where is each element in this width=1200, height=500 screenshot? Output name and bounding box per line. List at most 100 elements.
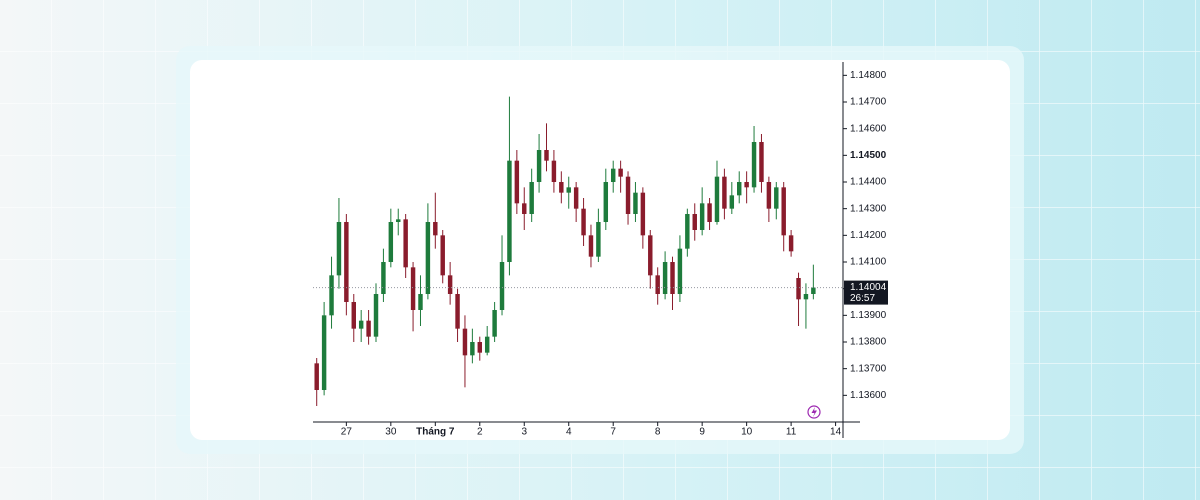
candle [403,214,408,278]
candle [573,182,579,222]
candle-body [796,278,801,300]
candle [433,192,438,249]
candle [677,235,683,302]
candle [522,187,527,230]
candle [588,224,594,268]
candle [351,294,356,342]
x-tick-label: 4 [566,427,572,438]
candle-body [714,176,720,222]
indicator-icon [807,405,821,419]
candle-body [396,219,401,222]
candle [529,168,534,222]
candle [536,134,542,193]
candle [596,208,601,262]
x-tick-label: 2 [477,427,483,438]
candle [796,272,801,326]
candle-body [410,267,416,310]
candle-body [707,203,712,222]
candle [329,256,334,329]
candle [455,288,460,342]
y-tick-label: 1.14300 [850,203,887,214]
candle-body [499,262,505,310]
candle-body [699,203,705,230]
candle-body [596,222,601,257]
candle [803,283,809,329]
candle-body [366,320,371,337]
candle-body [781,187,786,236]
candle-body [447,275,453,294]
candle [321,302,327,396]
y-tick-label: 1.14700 [850,97,887,108]
y-tick-label: 1.14200 [850,230,887,241]
candle-body [470,342,475,356]
candle-body [336,222,342,276]
candle [774,182,779,220]
candle [722,168,727,220]
candle [670,256,675,310]
candle [766,176,772,222]
candle [514,150,520,214]
x-tick-label: 9 [699,427,705,438]
x-tick-label: 8 [655,427,661,438]
candle [425,203,431,300]
candle [410,262,416,332]
candle-body [803,294,809,300]
candle [559,171,564,204]
candle [381,248,386,302]
candle-body [418,294,423,310]
y-tick-label: 1.13800 [850,337,887,348]
candle-body [618,168,623,177]
candle [358,310,364,342]
candle-body [610,168,616,182]
candle-body [566,187,571,193]
candle-body [381,262,386,294]
candle-body [507,160,512,262]
candle-body [811,287,816,294]
candle-body [536,150,542,182]
candle-body [722,176,727,209]
candle-body [751,142,757,188]
candle [685,208,690,257]
candle [477,336,483,361]
candle-body [373,294,379,337]
candle-body [425,222,431,294]
candle-body [514,160,520,204]
candle-body [774,187,779,209]
candle-body [433,222,438,236]
y-tick-label: 1.14500 [850,150,887,161]
x-tick-label: Tháng 7 [416,427,455,438]
candle-body [477,342,483,353]
candle-body [729,195,735,209]
candle [336,198,342,289]
candle-body [788,235,794,252]
x-tick-label: 27 [341,427,353,438]
y-tick-label: 1.14100 [850,257,887,268]
candle-body [329,275,334,316]
x-tick-label: 14 [830,427,842,438]
candle-body [492,310,497,337]
candle-body [581,208,586,236]
candle [544,123,549,172]
candle [759,134,764,193]
y-tick-label: 1.14800 [850,70,887,81]
candle-body [633,192,638,214]
candle-body [573,187,579,209]
candle [640,187,646,249]
candle-body [314,363,319,390]
candle-body [455,294,460,329]
candle-body [670,262,675,294]
candle [707,198,712,230]
y-tick-label: 1.13700 [850,363,887,374]
candle [781,182,786,252]
candle [699,187,705,236]
candle-body [321,315,327,390]
candle [648,230,653,289]
last-price-label: 1.14004 [850,282,887,293]
x-tick-label: 3 [521,427,527,438]
candle-body [625,176,631,214]
candle-body [440,235,445,276]
candle-body [344,222,349,302]
y-tick-label: 1.13900 [850,310,887,321]
candle [811,264,816,300]
candle [581,198,586,246]
